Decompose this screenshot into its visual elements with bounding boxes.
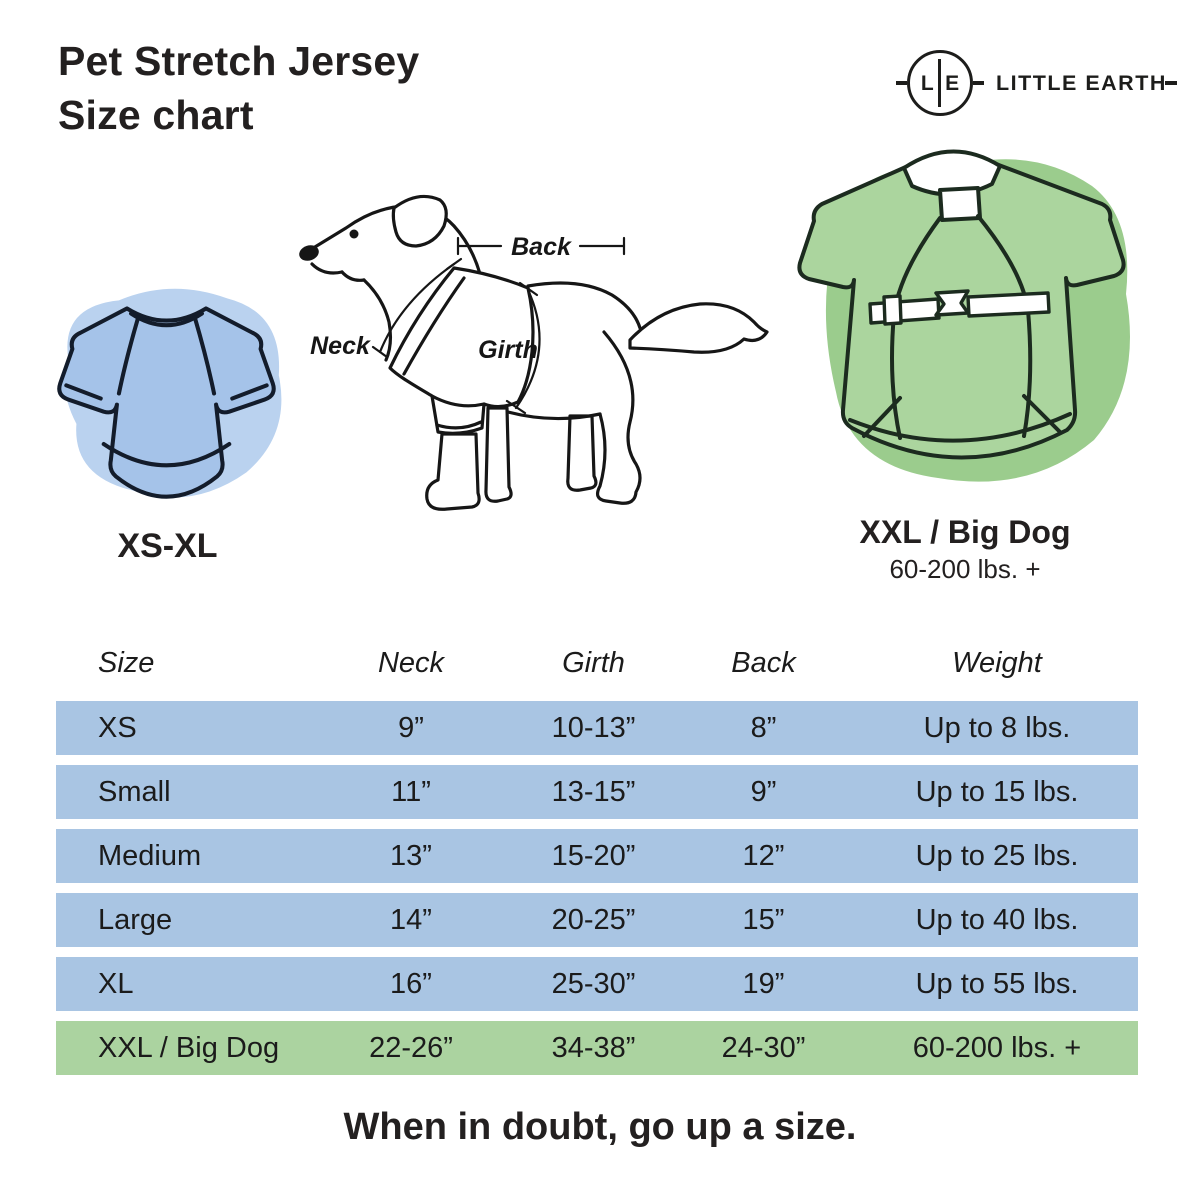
cell-back: 12”: [742, 839, 785, 872]
table-row-xs: XS 9” 10-13” 8” Up to 8 lbs.: [56, 701, 1138, 755]
cell-girth: 15-20”: [551, 839, 636, 872]
cell-size: Large: [98, 903, 173, 936]
cell-weight: Up to 55 lbs.: [915, 967, 1079, 1000]
cell-back: 15”: [742, 903, 785, 936]
monogram-letter-e: E: [945, 71, 960, 95]
size-table: Size Neck Girth Back Weight XS 9” 10-13”…: [56, 640, 1138, 1085]
header-weight: Weight: [952, 646, 1042, 679]
cell-neck: 14”: [390, 903, 432, 936]
header-back: Back: [731, 646, 796, 679]
cell-size: XS: [98, 711, 137, 744]
dog-neck-label: Neck: [310, 332, 371, 360]
big-jersey-illustration: [797, 149, 1130, 482]
cell-back: 9”: [750, 775, 777, 808]
table-row-xl: XL 16” 25-30” 19” Up to 55 lbs.: [56, 957, 1138, 1011]
cell-girth: 25-30”: [551, 967, 636, 1000]
cell-weight: Up to 8 lbs.: [923, 711, 1071, 744]
table-row-small: Small 11” 13-15” 9” Up to 15 lbs.: [56, 765, 1138, 819]
cell-back: 24-30”: [721, 1031, 806, 1064]
cell-neck: 22-26”: [369, 1031, 453, 1064]
table-row-large: Large 14” 20-25” 15” Up to 40 lbs.: [56, 893, 1138, 947]
cell-neck: 11”: [391, 775, 431, 808]
cell-neck: 16”: [390, 967, 432, 1000]
cell-weight: 60-200 lbs. +: [912, 1031, 1082, 1064]
cell-neck: 13”: [390, 839, 432, 872]
table-row-xxl-big-dog: XXL / Big Dog 22-26” 34-38” 24-30” 60-20…: [56, 1021, 1138, 1075]
page-title-line1: Pet Stretch Jersey: [58, 38, 420, 84]
brand-name: LITTLE EARTH: [996, 70, 1167, 95]
page-title: Pet Stretch Jersey Size chart: [58, 34, 419, 142]
header-girth: Girth: [562, 646, 625, 679]
logo-trailing-dash-icon: [1164, 81, 1177, 85]
monogram-letter-l: L: [920, 71, 934, 95]
cell-size: Medium: [98, 839, 202, 872]
header-neck: Neck: [377, 646, 445, 679]
cell-weight: Up to 40 lbs.: [915, 903, 1079, 936]
little-earth-monogram-icon: L E: [907, 50, 973, 116]
cell-size: XXL / Big Dog: [98, 1031, 280, 1064]
cell-back: 8”: [750, 711, 777, 744]
header-size: Size: [98, 646, 155, 679]
cell-girth: 13-15”: [551, 775, 636, 808]
cell-weight: Up to 25 lbs.: [915, 839, 1079, 872]
small-jersey-size-range: XS-XL: [117, 527, 218, 565]
table-row-medium: Medium 13” 15-20” 12” Up to 25 lbs.: [56, 829, 1138, 883]
logo-left-tick-icon: [896, 81, 907, 85]
cell-neck: 9”: [398, 711, 424, 744]
size-table-body: XS 9” 10-13” 8” Up to 8 lbs. Small 11” 1…: [56, 701, 1138, 1075]
big-jersey-size-range: XXL / Big Dog: [859, 514, 1071, 550]
big-jersey-figure: XXL / Big Dog 60-200 lbs. +: [780, 142, 1150, 585]
small-jersey-illustration: [57, 288, 282, 499]
cell-weight: Up to 15 lbs.: [915, 775, 1079, 808]
cell-girth: 34-38”: [551, 1031, 636, 1064]
cell-size: XL: [98, 967, 134, 1000]
footer-note: When in doubt, go up a size.: [343, 1106, 857, 1148]
small-jersey-figure: XS-XL: [40, 270, 295, 566]
cell-girth: 10-13”: [551, 711, 636, 744]
dog-measurement-figure: Back Neck Girth: [288, 182, 770, 530]
logo-right-tick-icon: [973, 81, 984, 85]
dog-measurement-diagram: Back Neck Girth: [299, 194, 769, 511]
cell-back: 19”: [742, 967, 785, 1000]
page-title-line2: Size chart: [58, 92, 254, 139]
dog-back-label: Back: [511, 233, 572, 261]
cell-size: Small: [98, 775, 171, 808]
size-table-header: Size Neck Girth Back Weight: [56, 640, 1138, 686]
dog-girth-label: Girth: [478, 336, 538, 364]
cell-girth: 20-25”: [551, 903, 636, 936]
little-earth-logo: L E LITTLE EARTH: [896, 50, 1177, 116]
big-jersey-weight-range: 60-200 lbs. +: [889, 554, 1041, 584]
monogram-divider: [937, 59, 942, 107]
